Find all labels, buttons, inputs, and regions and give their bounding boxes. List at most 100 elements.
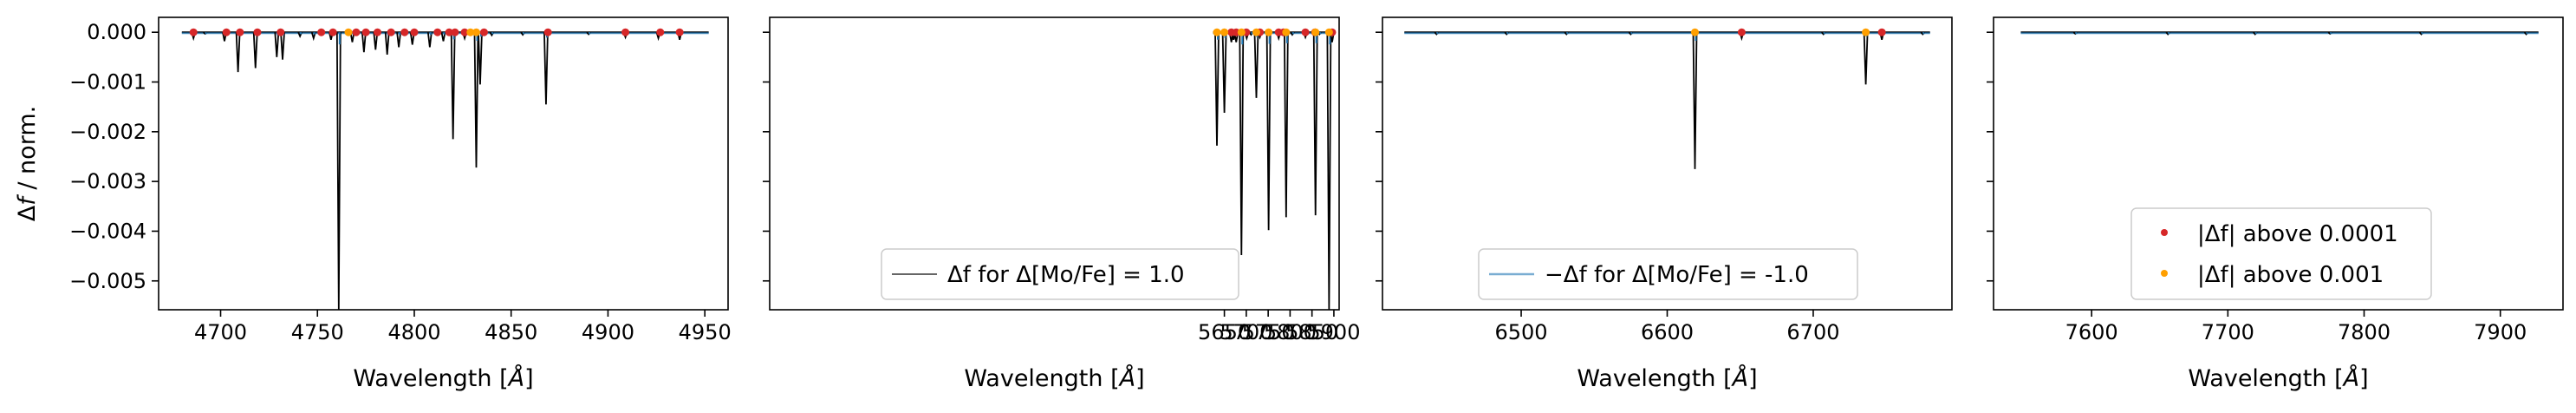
y-axis-label: Δf / norm. (14, 106, 41, 221)
marker-red (410, 28, 419, 36)
x-tick-label: 4800 (387, 320, 440, 344)
spectral-line (1221, 32, 1227, 114)
spectral-line (235, 32, 241, 73)
marker-red (445, 28, 453, 36)
marker-red (361, 28, 370, 36)
legend-panel-3 (1478, 248, 1858, 300)
marker-orange (1691, 28, 1700, 36)
x-tick-label: 5800 (1264, 320, 1317, 344)
marker-red (479, 28, 488, 36)
chart-panel-3: 6500 6600 6700 Wavelength [Å] (1376, 16, 1953, 392)
marker-red (1877, 28, 1886, 36)
x-axis-label: Wavelength [Å] (353, 364, 533, 392)
spectral-line (335, 32, 342, 311)
spectral-line (1253, 32, 1259, 98)
marker-orange (1252, 28, 1260, 36)
marker-red (222, 28, 231, 36)
y-tick-label: 0.000 (87, 20, 146, 44)
legend-label-neg: −Δf for Δ[Mo/Fe] = -1.0 (1545, 262, 1809, 288)
marker-orange (1862, 28, 1870, 36)
x-tick-label: 6500 (1494, 320, 1547, 344)
spectral-line (252, 32, 258, 69)
spectral-line (1283, 32, 1289, 218)
x-tick-label: 4700 (194, 320, 247, 344)
marker-red (387, 28, 395, 36)
marker-orange (466, 28, 475, 36)
marker-red (189, 28, 198, 36)
x-tick-label: 7600 (2065, 320, 2118, 344)
chart-panel-1: 4700 4750 4800 4850 4900 4950 0.000 −0.001 −0.00… (69, 16, 732, 392)
marker-red (1737, 28, 1746, 36)
x-tick-label: 4750 (291, 320, 344, 344)
marker-red (400, 28, 409, 36)
x-tick-label: 5750 (1242, 320, 1295, 344)
x-tick-label: 5700 (1220, 320, 1272, 344)
marker-red (1301, 28, 1310, 36)
x-tick-label: 4900 (582, 320, 634, 344)
spectral-line (1214, 32, 1220, 146)
marker-orange (1237, 28, 1246, 36)
spectral-line (1863, 32, 1869, 85)
marker-red (374, 28, 382, 36)
legend-panel-4 (2130, 207, 2432, 300)
spectral-line (1692, 32, 1698, 169)
x-tick-label: 5900 (1307, 320, 1360, 344)
marker-red (352, 28, 361, 36)
marker-red (675, 28, 684, 36)
marker-red (236, 28, 244, 36)
marker-red (276, 28, 285, 36)
marker-orange (1220, 28, 1229, 36)
x-tick-label: 4950 (679, 320, 732, 344)
y-tick-label: −0.005 (69, 269, 146, 293)
marker-orange (344, 28, 353, 36)
plot-frame (769, 16, 1340, 311)
marker-orange (1265, 28, 1273, 36)
spectral-line (1239, 32, 1245, 255)
x-tick-label: 7800 (2338, 320, 2391, 344)
spectral-line (440, 32, 446, 42)
x-tick-label: 7700 (2202, 320, 2254, 344)
legend-marker-orange (2161, 270, 2168, 277)
plot-frame (1993, 16, 2564, 311)
x-axis-label: Wavelength [Å] (2188, 364, 2368, 392)
legend-label-delta: Δf for Δ[Mo/Fe] = 1.0 (947, 262, 1185, 288)
marker-orange (472, 28, 480, 36)
y-tick-label: −0.002 (69, 120, 146, 144)
marker-red (317, 28, 326, 36)
spectral-line (274, 32, 280, 57)
spectral-line (1312, 32, 1318, 216)
marker-orange (1324, 28, 1333, 36)
spectral-line (409, 32, 415, 45)
marker-red (329, 28, 337, 36)
legend-marker-red (2161, 229, 2168, 236)
marker-red (543, 28, 552, 36)
y-tick-label: −0.004 (69, 219, 146, 243)
spectral-line (426, 32, 433, 48)
spectral-line (543, 32, 549, 105)
x-tick-label: 5850 (1285, 320, 1338, 344)
legend-panel-2 (881, 248, 1239, 300)
spectral-line (450, 32, 456, 140)
x-tick-label: 4850 (485, 320, 537, 344)
marker-red (656, 28, 665, 36)
legend-label-red: |Δf| above 0.0001 (2197, 221, 2398, 247)
marker-orange (1213, 28, 1221, 36)
plot-frame (158, 16, 729, 311)
y-tick-label: −0.003 (69, 169, 146, 193)
spectral-line (373, 32, 379, 50)
x-axis-label: Wavelength [Å] (1577, 364, 1757, 392)
marker-red (451, 28, 459, 36)
spectral-line (473, 32, 479, 168)
spectral-line (384, 32, 390, 56)
x-axis-label: Wavelength [Å] (964, 364, 1144, 392)
marker-orange (1311, 28, 1320, 36)
chart-panel-4: 7600 7700 7800 7900 Wavelength [Å] (1987, 16, 2564, 392)
marker-orange (1282, 28, 1291, 36)
marker-red (621, 28, 630, 36)
marker-red (460, 28, 469, 36)
spectral-line (1326, 32, 1332, 311)
spectral-line (361, 32, 367, 53)
marker-red (433, 28, 442, 36)
